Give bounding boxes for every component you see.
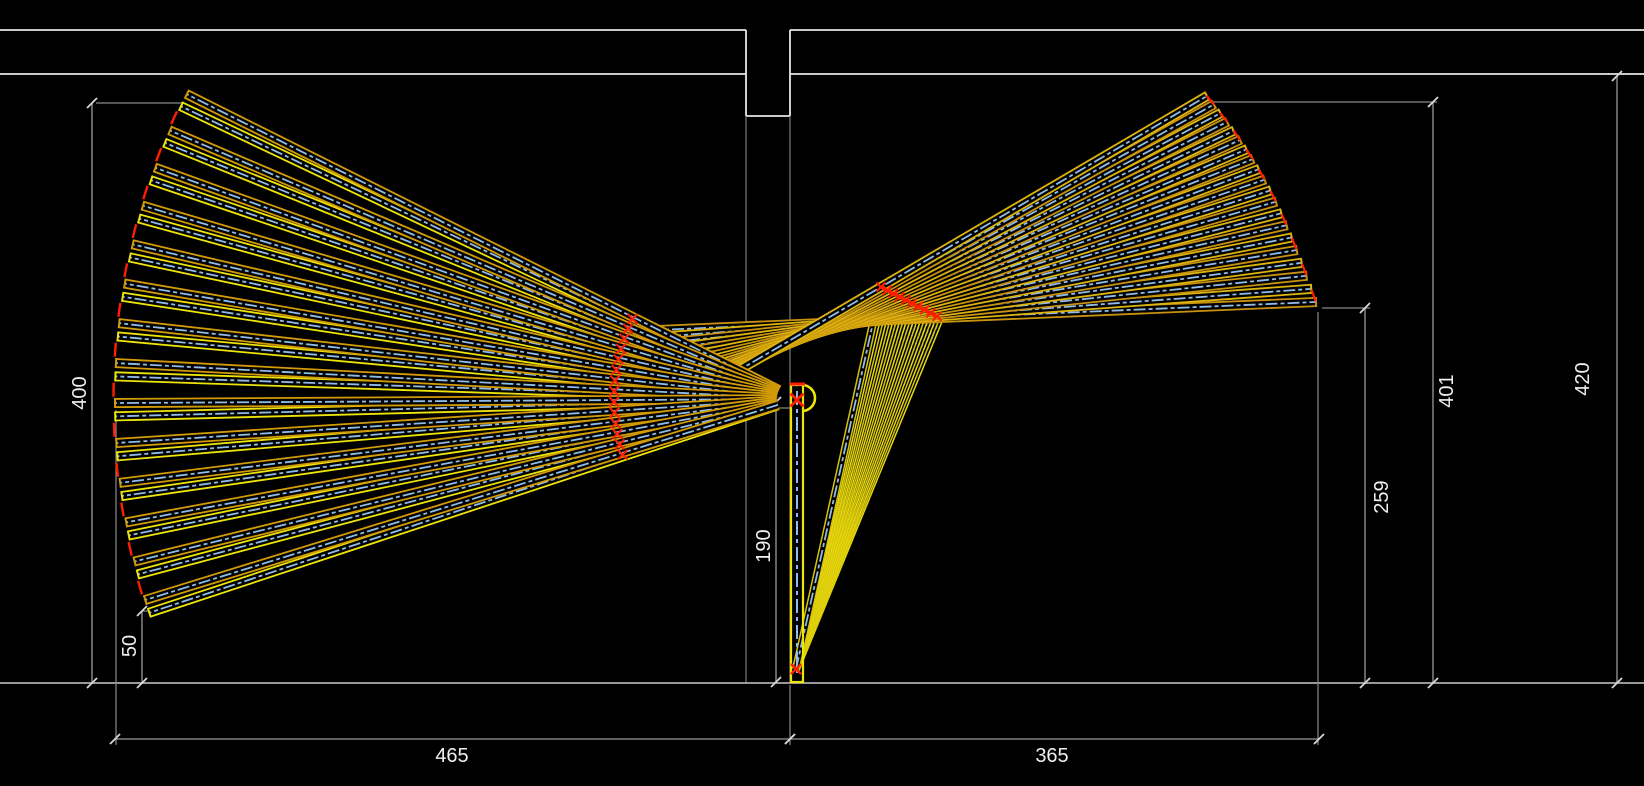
tip-arc-red-dash: [170, 110, 179, 125]
blade-end-cap: [162, 137, 168, 148]
tip-arc-red-dash: [1245, 148, 1254, 160]
blade-end-cap: [140, 200, 146, 211]
left-fan-markers: [112, 110, 639, 595]
dimension-420: 420: [1572, 70, 1623, 689]
dimension-label: 420: [1572, 362, 1594, 395]
tip-arc-red-dash: [112, 422, 116, 437]
dimension-365: 365: [784, 312, 1325, 767]
dimension-tick: [1359, 677, 1371, 689]
blade-centerline: [142, 204, 779, 395]
blade-centerline: [116, 399, 778, 444]
blade-centerline: [115, 362, 778, 399]
blade-end-cap: [126, 530, 131, 541]
blade-centerline: [186, 93, 780, 391]
dimension-label: 401: [1436, 374, 1458, 407]
tip-arc-red-dash: [1290, 237, 1298, 250]
dimension-label: 465: [435, 745, 468, 767]
dimension-tick: [1359, 302, 1371, 314]
tip-arc-red-dash: [1257, 168, 1266, 181]
blade-end-cap: [117, 318, 121, 329]
tip-arc-red-dash: [113, 342, 117, 357]
blade-end-cap: [124, 517, 129, 528]
blade-centerline: [795, 286, 882, 670]
blade-end-cap: [152, 162, 159, 173]
dimension-tick: [784, 733, 796, 745]
dimension-259: 259: [1322, 302, 1393, 689]
tip-arc-red-dash: [1300, 263, 1308, 276]
blade-centerline: [119, 322, 778, 398]
blade-centerline: [155, 166, 779, 394]
blade-centerline: [132, 243, 778, 396]
blade-end-cap: [115, 437, 118, 449]
blade-centerline: [145, 404, 779, 601]
blade-centerline: [126, 401, 778, 524]
blade-end-cap: [167, 125, 173, 136]
blade-end-cap: [130, 239, 135, 250]
blade-end-cap: [132, 556, 137, 567]
dimension-tick: [86, 677, 98, 689]
blade-end-cap: [146, 607, 152, 618]
dimension-190: 190: [753, 396, 790, 688]
right-lower-fan: [792, 285, 945, 671]
dimension-401: 401: [1210, 96, 1458, 689]
tip-arc-red-dash: [115, 462, 120, 477]
tip-arc-red-dash: [1205, 94, 1215, 106]
dimension-tick: [1427, 677, 1439, 689]
blade-end-cap: [114, 358, 118, 369]
tip-arc-red-dash: [127, 541, 133, 556]
left-fan: [113, 89, 782, 618]
tip-arc-red-dash: [1310, 289, 1317, 302]
dimension-tick: [136, 605, 148, 617]
vertical-blade: [789, 382, 817, 684]
tip-arc-red-dash: [131, 224, 138, 239]
tip-arc-red-dash: [1280, 213, 1288, 226]
dimension-tick: [1313, 733, 1325, 745]
tip-arc-red-dash: [142, 185, 149, 200]
dimension-tick: [1427, 96, 1439, 108]
blade-centerline: [120, 400, 778, 484]
dimension-tick: [109, 733, 121, 745]
tip-arc-red-dash: [1269, 190, 1277, 202]
blade-end-cap: [142, 594, 148, 606]
dimension-400: 400: [69, 97, 182, 689]
dimension-tick: [1611, 70, 1623, 82]
blade-end-cap: [120, 291, 125, 302]
tip-arc-red-dash: [155, 147, 163, 162]
blade-end-cap: [137, 213, 142, 224]
blade-end-cap: [148, 175, 154, 186]
blade-end-cap: [135, 569, 141, 580]
blade-centerline: [169, 129, 779, 392]
blade-centerline: [115, 398, 778, 404]
tip-arc-red-dash: [120, 502, 125, 517]
dimension-50: 50: [119, 605, 150, 689]
dimension-label: 400: [69, 376, 91, 409]
tip-arc-red-dash: [136, 580, 144, 595]
blade-centerline: [124, 282, 778, 397]
dimension-tick: [1611, 677, 1623, 689]
hub-arc: [801, 383, 817, 413]
blade-end-cap: [116, 331, 120, 342]
blade-end-cap: [120, 490, 124, 502]
dimension-label: 365: [1035, 745, 1068, 767]
dimension-tick: [136, 677, 148, 689]
dimension-label: 50: [119, 635, 141, 657]
dimension-tick: [770, 676, 782, 688]
dimension-label: 259: [1371, 480, 1393, 513]
dimension-tick: [86, 97, 98, 109]
dimension-label: 190: [753, 529, 775, 562]
blade-end-cap: [127, 252, 132, 263]
tip-arc-red-dash: [1232, 129, 1242, 141]
tip-arc-red-dash: [1219, 112, 1229, 123]
tip-arc-red-dash: [123, 263, 129, 278]
blade-end-cap: [122, 278, 127, 289]
blade-end-cap: [118, 477, 122, 488]
blade-centerline: [134, 402, 778, 563]
tip-arc-red-dash: [117, 302, 122, 317]
blade-end-cap: [183, 89, 190, 100]
blade-end-cap: [177, 101, 185, 112]
blade-end-cap: [115, 451, 119, 462]
